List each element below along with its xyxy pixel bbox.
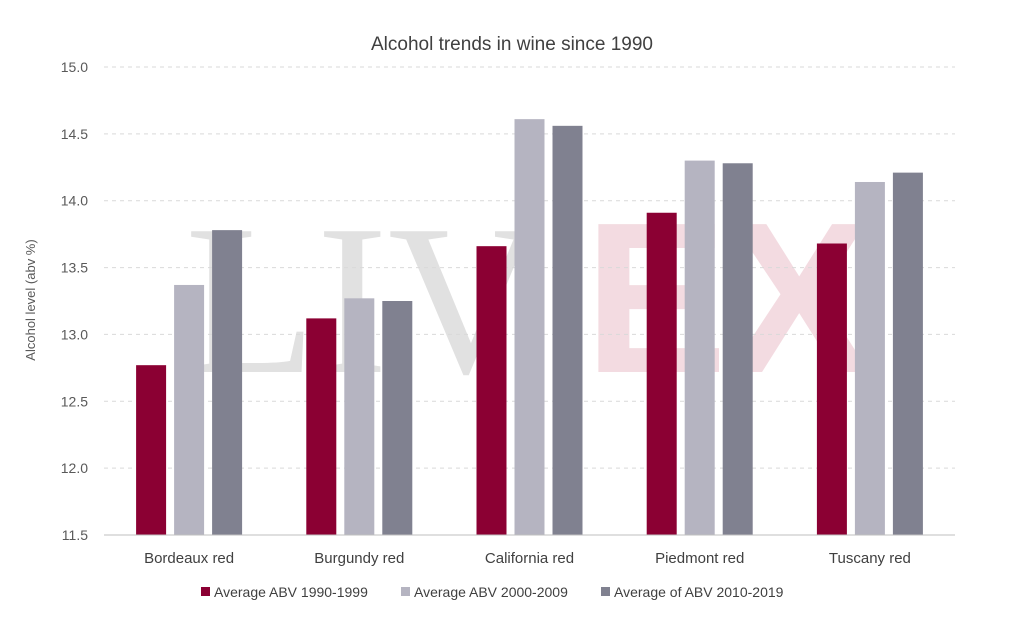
legend-swatch <box>601 587 610 596</box>
y-tick-label: 15.0 <box>61 59 88 75</box>
y-axis-ticks: 11.5 12.0 12.5 13.0 13.5 14.0 14.5 15.0 <box>61 59 88 543</box>
x-tick-label: Tuscany red <box>829 550 911 567</box>
legend-swatch <box>201 587 210 596</box>
y-tick-label: 14.0 <box>61 193 88 209</box>
bar <box>306 318 337 535</box>
y-tick-label: 13.0 <box>61 326 88 342</box>
bar <box>722 163 753 535</box>
bar <box>892 172 923 536</box>
x-tick-label: Burgundy red <box>314 550 404 567</box>
bar <box>646 212 677 535</box>
bar <box>136 365 167 535</box>
y-tick-label: 11.5 <box>62 527 88 543</box>
y-tick-label: 13.5 <box>61 260 88 276</box>
bar <box>514 119 545 536</box>
bar <box>552 125 583 535</box>
bar <box>344 298 375 535</box>
legend-label: Average ABV 1990-1999 <box>214 584 368 600</box>
x-tick-label: California red <box>485 550 574 567</box>
legend: Average ABV 1990-1999 Average ABV 2000-20… <box>201 584 784 600</box>
bar <box>212 230 243 536</box>
chart-title: Alcohol trends in wine since 1990 <box>371 34 653 55</box>
bar <box>684 160 715 535</box>
bar <box>174 284 205 535</box>
x-tick-label: Piedmont red <box>655 550 744 567</box>
bar <box>854 181 885 535</box>
bar <box>382 301 413 535</box>
legend-label: Average ABV 2000-2009 <box>414 584 568 600</box>
bars <box>136 119 923 536</box>
x-tick-label: Bordeaux red <box>144 550 234 567</box>
legend-swatch <box>401 587 410 596</box>
legend-label: Average of ABV 2010-2019 <box>614 584 784 600</box>
bar <box>476 246 507 536</box>
y-tick-label: 12.0 <box>61 460 88 476</box>
y-tick-label: 12.5 <box>61 393 88 409</box>
y-tick-label: 14.5 <box>61 126 88 142</box>
x-axis-labels: Bordeaux red Burgundy red California red Pi… <box>144 550 911 567</box>
bar <box>816 243 847 535</box>
y-axis-label: Alcohol level (abv %) <box>23 239 38 360</box>
